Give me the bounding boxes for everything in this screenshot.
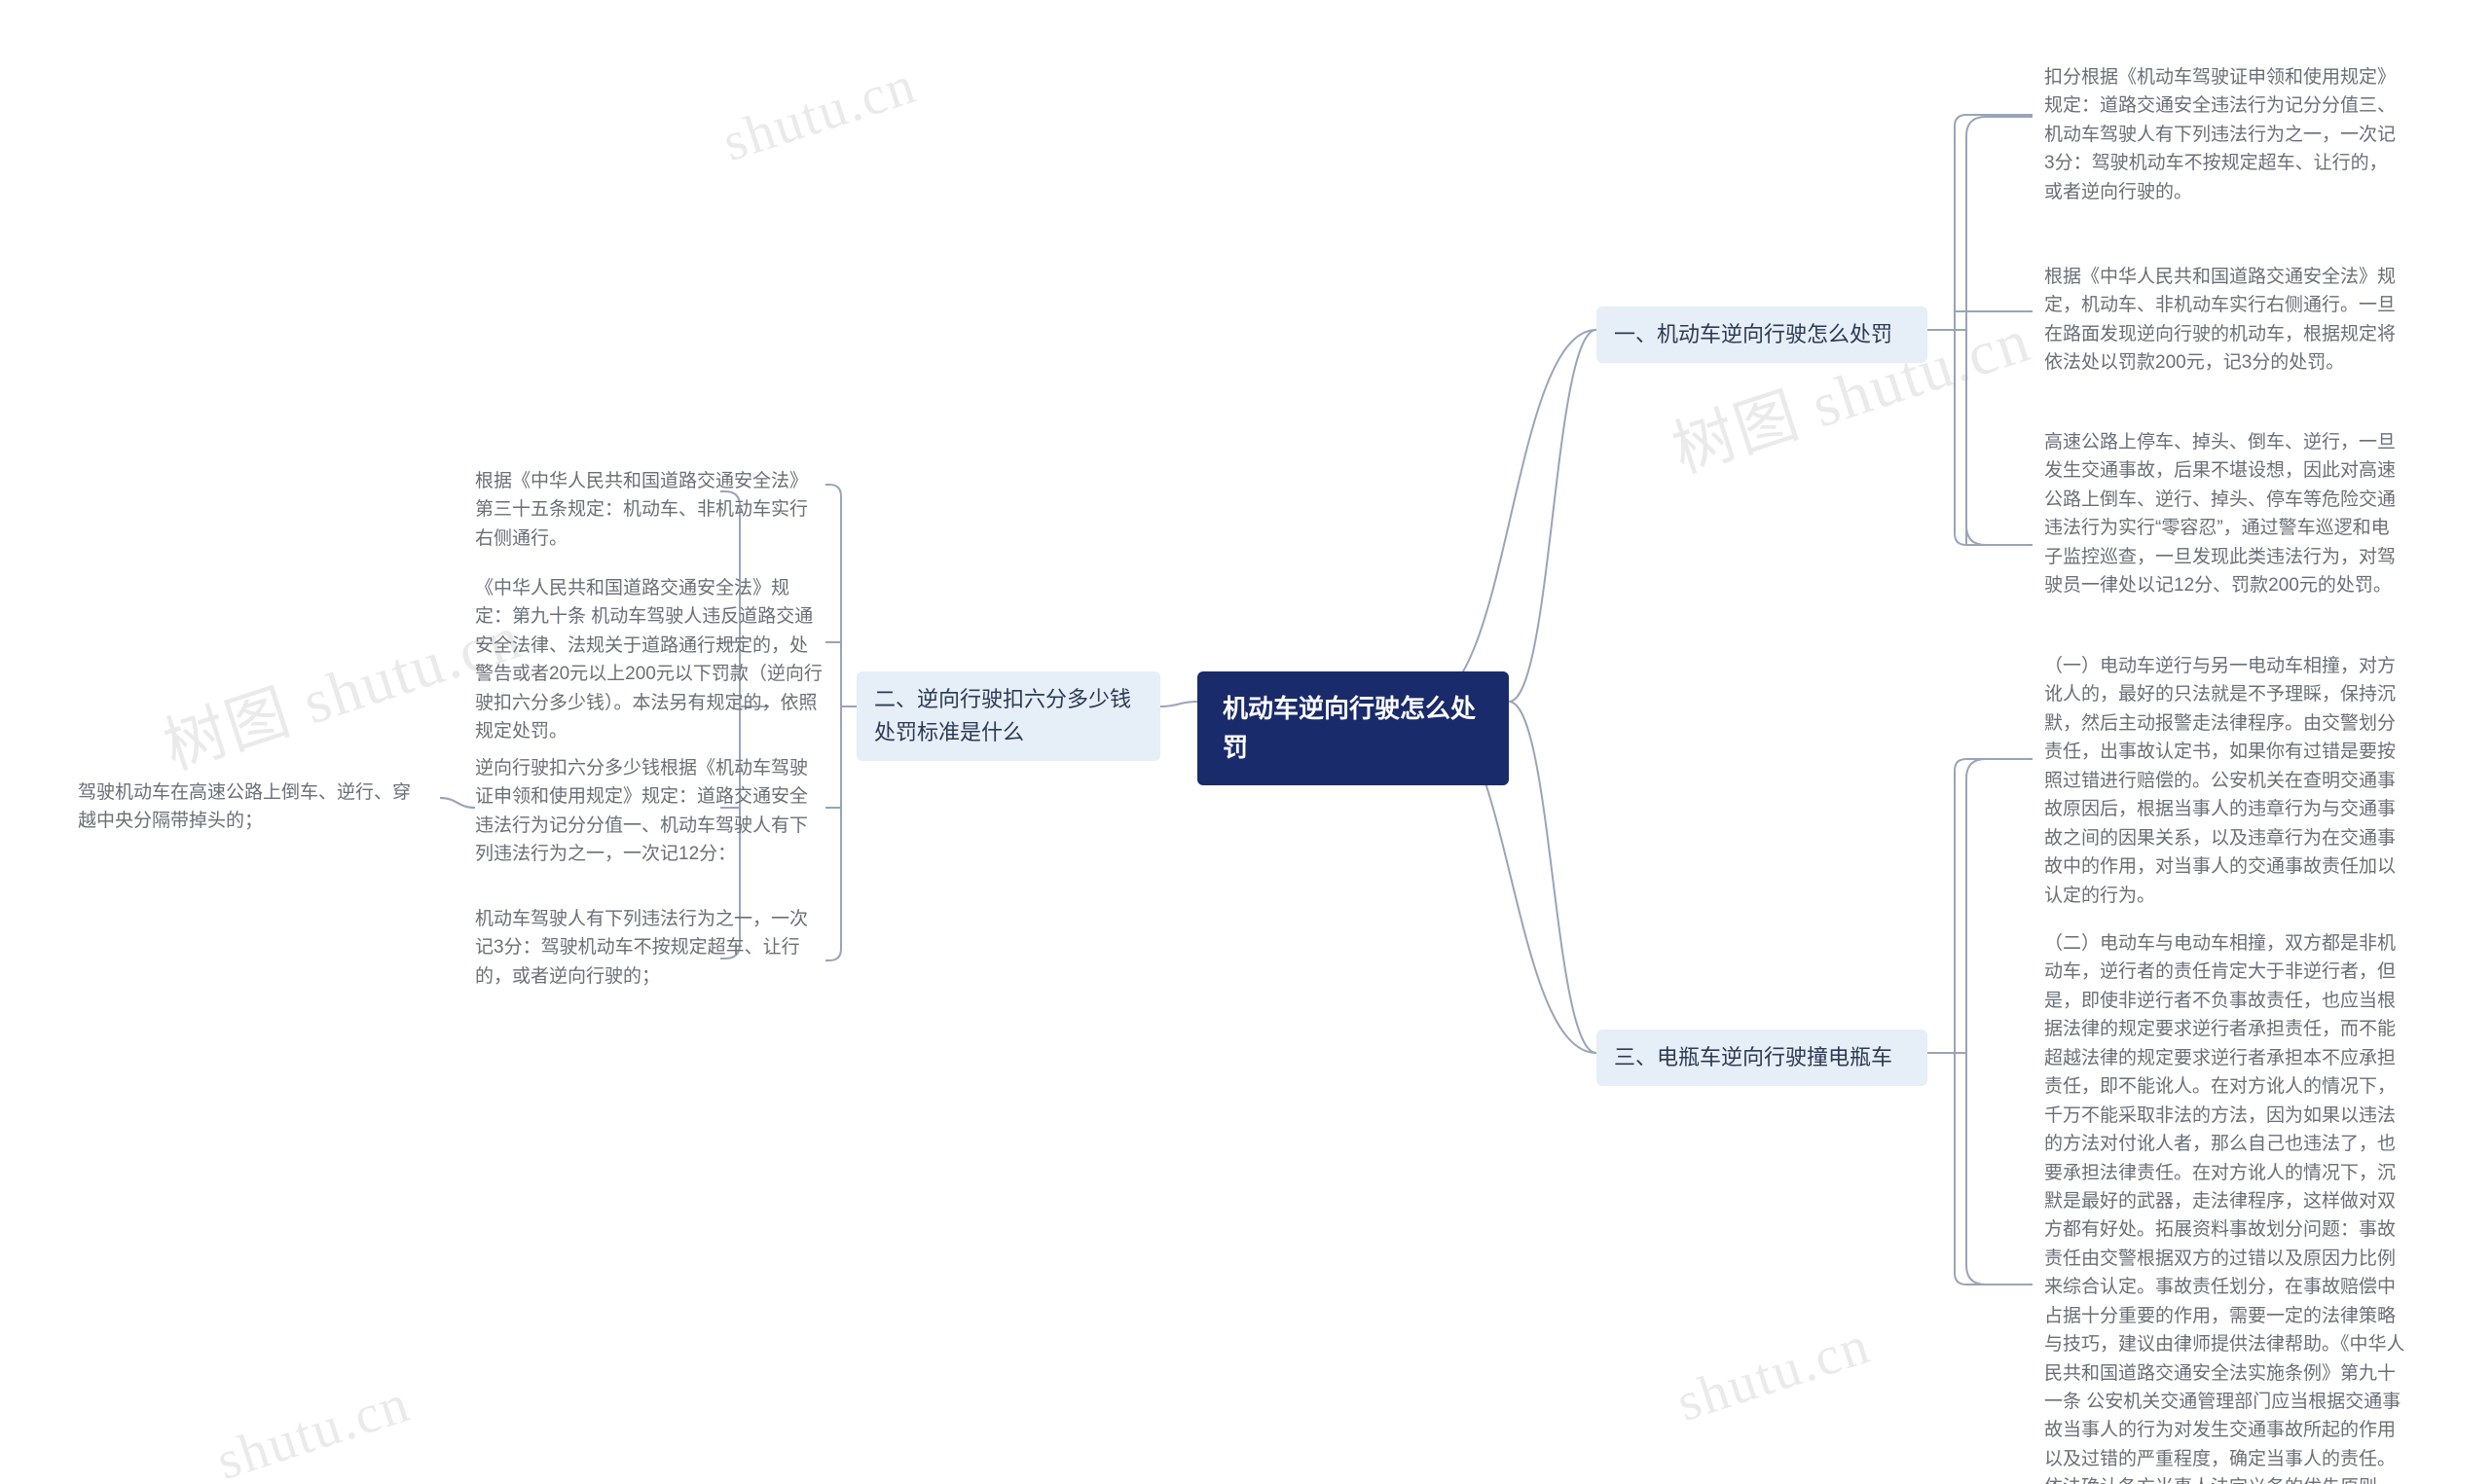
branch-node-2[interactable]: 二、逆向行驶扣六分多少钱处罚标准是什么 — [857, 671, 1160, 761]
leaf-text: 高速公路上停车、掉头、倒车、逆行，一旦发生交通事故，后果不堪设想，因此对高速公路… — [2044, 432, 2396, 596]
leaf-node[interactable]: 驾驶机动车在高速公路上倒车、逆行、穿越中央分隔带掉头的； — [78, 778, 428, 836]
root-node[interactable]: 机动车逆向行驶怎么处罚 — [1197, 671, 1509, 785]
leaf-text: 机动车驾驶人有下列违法行为之一，一次记3分：驾驶机动车不按规定超车、让行的，或者… — [475, 909, 808, 987]
watermark: shutu.cn — [1669, 1314, 1878, 1434]
leaf-node[interactable]: （二）电动车与电动车相撞，双方都是非机动车，逆行者的责任肯定大于非逆行者，但是，… — [2044, 929, 2412, 1484]
leaf-text: 《中华人民共和国道路交通安全法》规定：第九十条 机动车驾驶人违反道路交通安全法律… — [475, 578, 823, 742]
branch-label: 三、电瓶车逆向行驶撞电瓶车 — [1614, 1045, 1892, 1069]
leaf-node[interactable]: 机动车驾驶人有下列违法行为之一，一次记3分：驾驶机动车不按规定超车、让行的，或者… — [475, 905, 824, 991]
branch-node-1[interactable]: 一、机动车逆向行驶怎么处罚 — [1596, 307, 1927, 363]
leaf-node[interactable]: 扣分根据《机动车驾驶证申领和使用规定》规定：道路交通安全违法行为记分分值三、机动… — [2044, 63, 2404, 206]
leaf-text: （一）电动车逆行与另一电动车相撞，对方讹人的，最好的只法就是不予理睬，保持沉默，… — [2044, 656, 2396, 906]
leaf-node[interactable]: 根据《中华人民共和国道路交通安全法》规定，机动车、非机动车实行右侧通行。一旦在路… — [2044, 263, 2404, 378]
root-label: 机动车逆向行驶怎么处罚 — [1223, 694, 1476, 762]
leaf-node[interactable]: （一）电动车逆行与另一电动车相撞，对方讹人的，最好的只法就是不予理睬，保持沉默，… — [2044, 652, 2412, 910]
branch-label: 一、机动车逆向行驶怎么处罚 — [1614, 322, 1892, 346]
branch-node-3[interactable]: 三、电瓶车逆向行驶撞电瓶车 — [1596, 1030, 1927, 1086]
watermark: shutu.cn — [209, 1372, 418, 1484]
leaf-text: 逆向行驶扣六分多少钱根据《机动车驾驶证申领和使用规定》规定：道路交通安全违法行为… — [475, 758, 808, 864]
watermark: shutu.cn — [715, 54, 924, 174]
leaf-text: 驾驶机动车在高速公路上倒车、逆行、穿越中央分隔带掉头的； — [78, 782, 411, 831]
leaf-node[interactable]: 高速公路上停车、掉头、倒车、逆行，一旦发生交通事故，后果不堪设想，因此对高速公路… — [2044, 428, 2404, 600]
leaf-text: （二）电动车与电动车相撞，双方都是非机动车，逆行者的责任肯定大于非逆行者，但是，… — [2044, 933, 2405, 1484]
leaf-text: 根据《中华人民共和国道路交通安全法》第三十五条规定：机动车、非机动车实行右侧通行… — [475, 471, 808, 549]
leaf-node[interactable]: 根据《中华人民共和国道路交通安全法》第三十五条规定：机动车、非机动车实行右侧通行… — [475, 467, 824, 553]
leaf-node[interactable]: 《中华人民共和国道路交通安全法》规定：第九十条 机动车驾驶人违反道路交通安全法律… — [475, 574, 824, 746]
leaf-text: 根据《中华人民共和国道路交通安全法》规定，机动车、非机动车实行右侧通行。一旦在路… — [2044, 267, 2396, 373]
leaf-text: 扣分根据《机动车驾驶证申领和使用规定》规定：道路交通安全违法行为记分分值三、机动… — [2044, 67, 2396, 202]
branch-label: 二、逆向行驶扣六分多少钱处罚标准是什么 — [874, 687, 1131, 744]
leaf-node[interactable]: 逆向行驶扣六分多少钱根据《机动车驾驶证申领和使用规定》规定：道路交通安全违法行为… — [475, 754, 824, 869]
